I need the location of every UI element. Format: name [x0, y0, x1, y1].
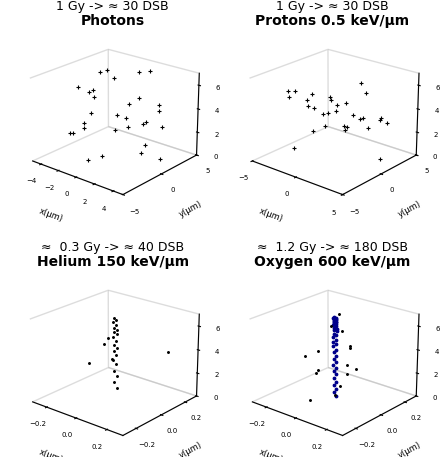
- Y-axis label: y(µm): y(µm): [177, 200, 203, 219]
- Y-axis label: y(µm): y(µm): [177, 441, 203, 457]
- Title: Photons: Photons: [81, 14, 145, 28]
- Title: Helium 150 keV/µm: Helium 150 keV/µm: [36, 255, 189, 269]
- Y-axis label: y(µm): y(µm): [397, 200, 423, 219]
- X-axis label: x(µm): x(µm): [258, 447, 284, 457]
- Text: ≈  1.2 Gy -> ≈ 180 DSB: ≈ 1.2 Gy -> ≈ 180 DSB: [257, 241, 408, 254]
- Title: Protons 0.5 keV/µm: Protons 0.5 keV/µm: [255, 14, 409, 28]
- Text: ≈  0.3 Gy -> ≈ 40 DSB: ≈ 0.3 Gy -> ≈ 40 DSB: [41, 241, 184, 254]
- X-axis label: x(µm): x(µm): [38, 207, 65, 223]
- Text: 1 Gy -> ≈ 30 DSB: 1 Gy -> ≈ 30 DSB: [276, 0, 388, 13]
- X-axis label: x(µm): x(µm): [38, 447, 65, 457]
- Text: 1 Gy -> ≈ 30 DSB: 1 Gy -> ≈ 30 DSB: [57, 0, 169, 13]
- Y-axis label: y(µm): y(µm): [397, 441, 423, 457]
- X-axis label: x(µm): x(µm): [258, 207, 284, 223]
- Title: Oxygen 600 keV/µm: Oxygen 600 keV/µm: [254, 255, 411, 269]
